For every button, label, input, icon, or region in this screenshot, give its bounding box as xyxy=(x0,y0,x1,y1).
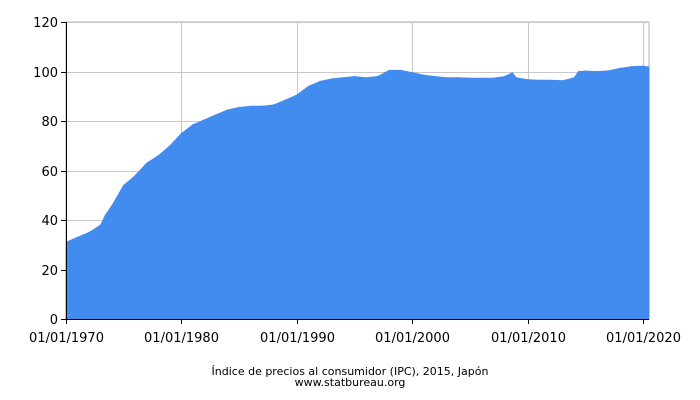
data-point xyxy=(596,70,598,73)
data-point xyxy=(319,80,321,82)
y-tick-label: 60 xyxy=(41,165,58,180)
data-point xyxy=(296,94,298,96)
data-point xyxy=(192,124,194,126)
data-point xyxy=(608,70,610,72)
data-point xyxy=(354,75,356,78)
data-point xyxy=(365,77,367,79)
data-point xyxy=(619,67,621,69)
data-point xyxy=(446,77,448,79)
data-point xyxy=(504,75,506,78)
data-point xyxy=(573,77,575,79)
y-tick-label: 40 xyxy=(41,214,58,229)
x-tick-label: 01/01/1980 xyxy=(144,331,219,346)
data-point xyxy=(227,109,229,111)
y-tick-label: 0 xyxy=(50,313,58,328)
data-point xyxy=(631,66,633,68)
data-point xyxy=(511,72,513,74)
data-point xyxy=(648,66,650,68)
data-point xyxy=(584,70,587,72)
data-point xyxy=(434,75,436,78)
data-point xyxy=(342,77,344,79)
x-tick-label: 01/01/1990 xyxy=(260,331,335,346)
data-point xyxy=(538,79,540,81)
data-point xyxy=(411,72,413,74)
data-point xyxy=(561,80,564,82)
data-point xyxy=(180,132,182,134)
data-point xyxy=(261,105,263,107)
data-point xyxy=(642,65,644,67)
data-point xyxy=(88,231,90,233)
axes: 0 20 40 60 80 100 120 01/01/1970 01/01/1980 01/01… xyxy=(29,16,681,346)
data-point xyxy=(100,224,102,226)
data-point xyxy=(250,105,252,107)
data-point xyxy=(515,77,517,79)
x-tick-label: 01/01/1970 xyxy=(29,331,104,346)
data-point xyxy=(330,78,333,80)
data-point xyxy=(169,145,171,147)
data-point xyxy=(134,174,136,176)
y-tick-label: 100 xyxy=(33,66,58,81)
chart-caption-source: www.statbureau.org xyxy=(294,376,406,389)
data-point xyxy=(457,77,460,79)
data-point xyxy=(273,104,275,106)
data-point xyxy=(76,236,79,238)
data-point xyxy=(123,184,125,186)
data-point xyxy=(423,74,425,76)
data-point xyxy=(215,114,217,116)
data-point xyxy=(146,162,148,164)
data-point xyxy=(111,204,113,206)
data-point xyxy=(527,79,529,81)
y-tick-label: 120 xyxy=(33,16,58,31)
data-point xyxy=(307,85,309,87)
data-point xyxy=(492,77,494,79)
plot-area xyxy=(65,65,650,320)
data-point xyxy=(550,79,552,81)
data-point xyxy=(469,77,471,79)
cpi-area-series xyxy=(65,65,650,320)
data-point xyxy=(578,70,580,73)
chart-caption-title: Índice de precios al consumidor (IPC), 2… xyxy=(211,365,489,378)
data-point xyxy=(481,77,483,79)
data-point xyxy=(400,69,402,71)
data-point xyxy=(238,106,240,108)
y-tick-label: 80 xyxy=(41,115,58,130)
data-point xyxy=(157,155,159,157)
data-point xyxy=(104,214,106,216)
data-point xyxy=(203,119,206,121)
data-point xyxy=(388,69,390,71)
y-tick-label: 20 xyxy=(41,264,58,279)
x-tick-label: 01/01/2000 xyxy=(375,331,450,346)
data-point xyxy=(377,75,379,78)
x-tick-label: 01/01/2010 xyxy=(491,331,566,346)
data-point xyxy=(284,99,286,101)
x-tick-label: 01/01/2020 xyxy=(606,331,681,346)
